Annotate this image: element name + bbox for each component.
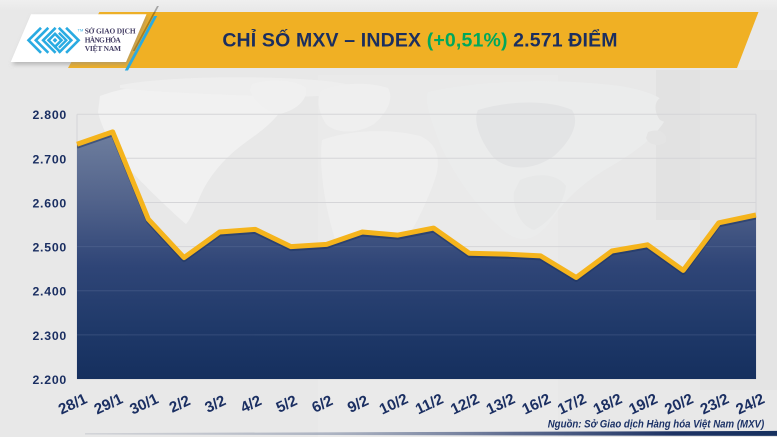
svg-text:2.200: 2.200: [32, 373, 67, 387]
svg-text:2.700: 2.700: [32, 152, 67, 166]
svg-text:HÀNG HÓA: HÀNG HÓA: [85, 35, 122, 45]
svg-text:2.400: 2.400: [32, 285, 67, 299]
svg-text:2.600: 2.600: [32, 197, 67, 211]
svg-text:VIỆT NAM: VIỆT NAM: [85, 44, 121, 53]
svg-text:TM: TM: [78, 28, 84, 33]
svg-text:2.800: 2.800: [32, 108, 67, 122]
svg-text:2.300: 2.300: [32, 329, 67, 343]
svg-text:CHỈ SỐ MXV – INDEX (+0,51%) 2.: CHỈ SỐ MXV – INDEX (+0,51%) 2.571 ĐIỂM: [222, 28, 617, 52]
svg-text:Nguồn: Sở Giao dịch Hàng hóa V: Nguồn: Sở Giao dịch Hàng hóa Việt Nam (M…: [548, 418, 765, 430]
svg-text:SỞ GIAO DỊCH: SỞ GIAO DỊCH: [85, 26, 136, 36]
svg-text:2.500: 2.500: [32, 241, 67, 255]
